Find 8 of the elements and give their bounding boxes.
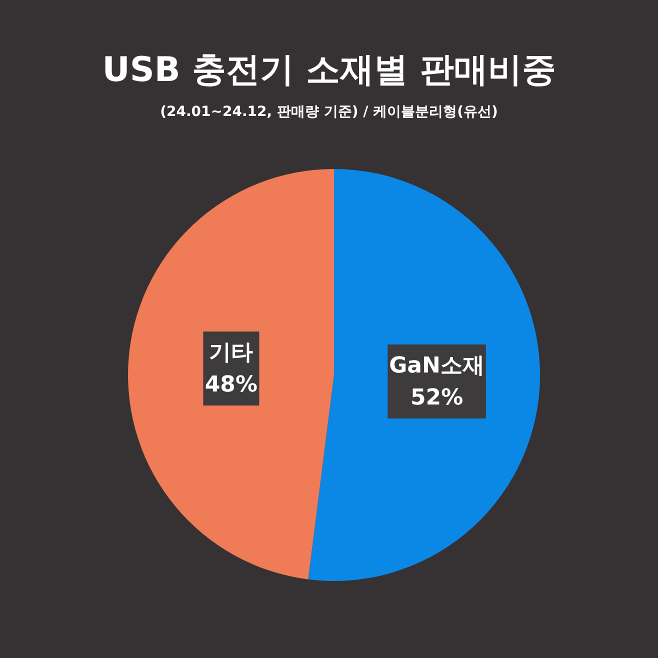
slice-label: 기타 (209, 340, 254, 366)
data-label: 52% (410, 384, 464, 410)
pie-slice (128, 169, 334, 580)
chart-title: USB 충전기 소재별 판매비중 (101, 49, 557, 92)
chart-subtitle: (24.01~24.12, 판매량 기준) / 케이블분리형(유선) (159, 103, 499, 122)
slice-label: GaN소재 (389, 352, 484, 378)
pie-slice (308, 169, 540, 581)
data-label: 48% (204, 372, 258, 398)
